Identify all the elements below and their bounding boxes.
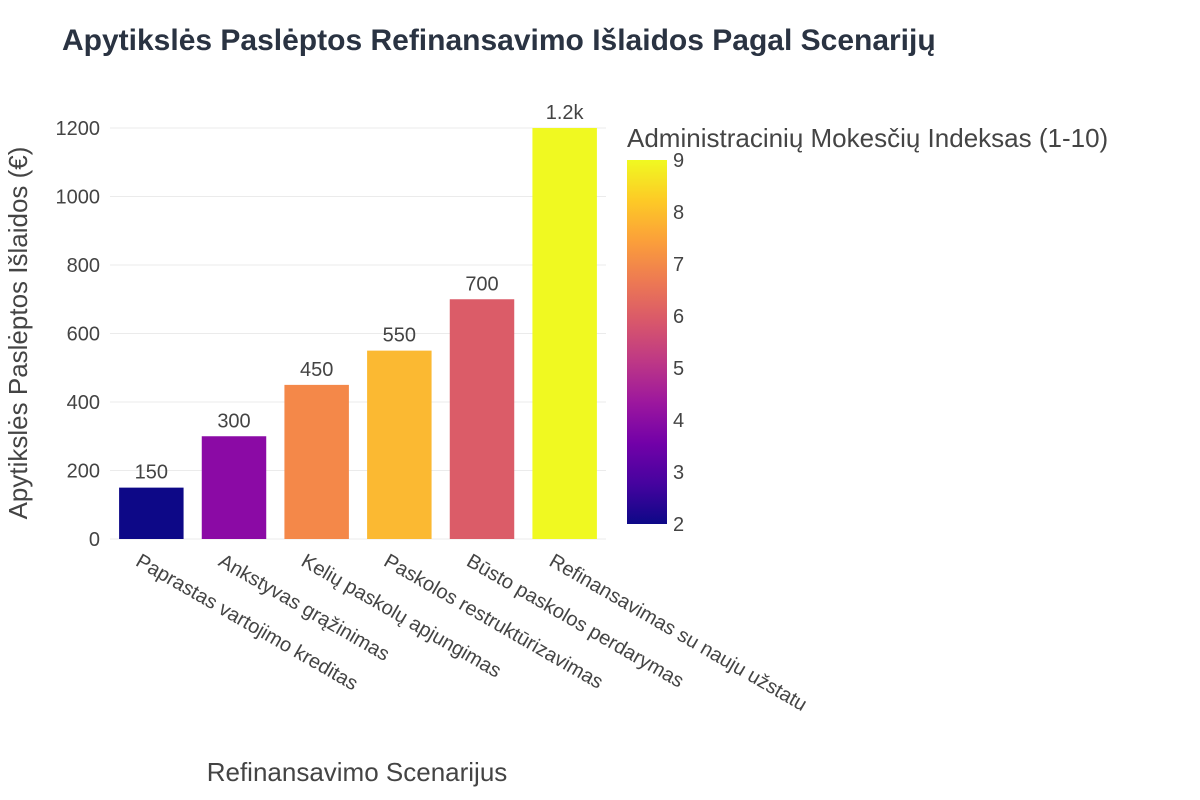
y-tick-label: 800 (67, 255, 100, 277)
y-tick-label: 1000 (56, 187, 101, 209)
colorbar-tick-label: 2 (673, 514, 684, 536)
y-tick-label: 200 (67, 461, 100, 483)
chart-title: Apytikslės Paslėptos Refinansavimo Išlai… (62, 24, 936, 57)
y-tick-label: 1200 (56, 118, 101, 140)
bar (367, 350, 432, 539)
y-tick-label: 400 (67, 392, 100, 414)
y-axis-title: Apytikslės Paslėptos Išlaidos (€) (3, 147, 33, 520)
bar-value-label: 550 (383, 325, 416, 347)
bar-value-label: 700 (465, 273, 498, 295)
colorbar-title: Administracinių Mokesčių Indeksas (1-10) (627, 123, 1108, 153)
colorbar: Administracinių Mokesčių Indeksas (1-10)… (627, 123, 1108, 536)
bar-value-label: 300 (217, 410, 250, 432)
bar-value-label: 1.2k (546, 102, 585, 124)
bar (284, 384, 349, 539)
colorbar-tick-label: 6 (673, 306, 684, 328)
bar (449, 299, 515, 539)
colorbar-tick-label: 4 (673, 410, 684, 432)
colorbar-tick-label: 5 (673, 358, 684, 380)
x-axis-title: Refinansavimo Scenarijus (207, 757, 508, 787)
colorbar-gradient (627, 160, 667, 524)
bar-value-label: 150 (135, 462, 168, 484)
bar-value-label: 450 (300, 359, 333, 381)
colorbar-tick-label: 7 (673, 254, 684, 276)
colorbar-tick-label: 3 (673, 462, 684, 484)
colorbar-tick-label: 8 (673, 202, 684, 224)
colorbar-tick-label: 9 (673, 150, 684, 172)
bar (532, 128, 597, 539)
y-tick-label: 0 (89, 529, 100, 551)
bar (201, 436, 267, 539)
bar (119, 487, 184, 539)
y-tick-label: 600 (67, 324, 100, 346)
